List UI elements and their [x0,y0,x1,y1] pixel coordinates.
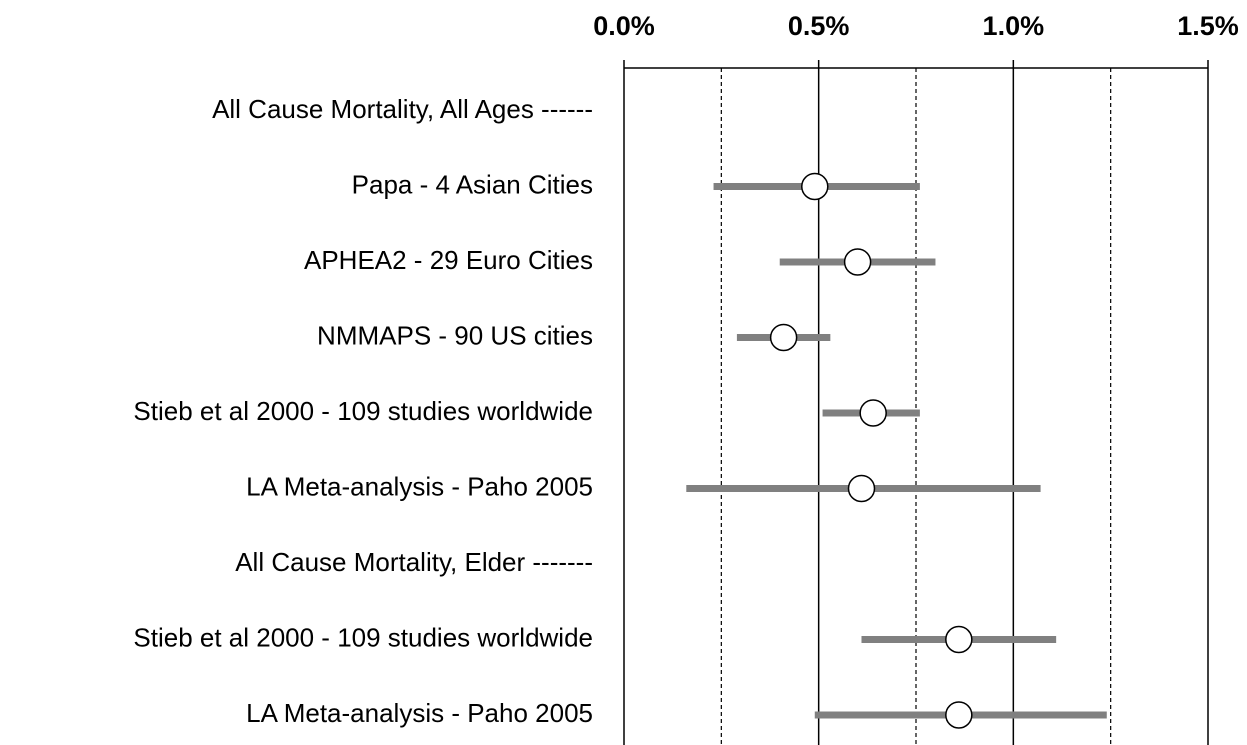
row-label: LA Meta-analysis - Paho 2005 [246,471,593,501]
estimate-marker [945,625,973,654]
x-tick-label: 1.0% [983,11,1045,41]
estimate-marker [859,399,887,427]
x-tick-label: 0.5% [788,11,850,41]
row-label: NMMAPS - 90 US cities [317,320,593,350]
row-label: Papa - 4 Asian Cities [352,169,593,199]
row-label: Stieb et al 2000 - 109 studies worldwide [133,396,593,426]
row-label: Stieb et al 2000 - 109 studies worldwide [133,622,593,652]
row-label: APHEA2 - 29 Euro Cities [304,245,593,275]
estimate-marker [801,172,829,201]
x-tick-label: 0.0% [593,11,655,41]
estimate-marker [945,701,973,729]
estimate-marker [843,248,872,276]
row-label: LA Meta-analysis - Paho 2005 [246,698,593,728]
estimate-marker [769,323,798,352]
x-tick-label: 1.5% [1177,11,1239,41]
row-label: All Cause Mortality, Elder ------- [235,547,593,577]
estimate-marker [847,474,876,503]
row-label: All Cause Mortality, All Ages ------ [212,94,593,124]
